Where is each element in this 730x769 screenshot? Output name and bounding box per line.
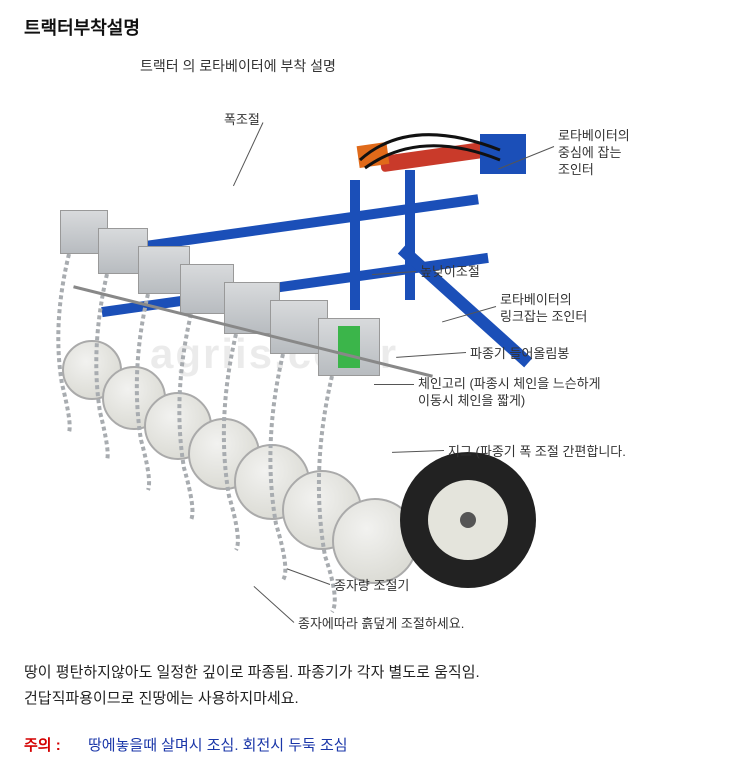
desc-line-1: 땅이 평탄하지않아도 일정한 깊이로 파종됨. 파종기가 각자 별도로 움직임. (24, 664, 480, 681)
label-seed-cover: 종자에따라 흙덮게 조절하세요. (298, 616, 464, 633)
label-chain-ring: 체인고리 (파종시 체인을 느슨하게 이동시 체인을 짧게) (418, 376, 601, 410)
label-seed-rate: 종자량 조절기 (334, 578, 409, 595)
label-line: 체인고리 (파종시 체인을 느슨하게 (418, 376, 601, 391)
label-line: 링크잡는 조인터 (500, 309, 587, 324)
label-jig: 지그 (파종기 폭 조절 간편합니다. (448, 444, 626, 461)
label-width-adjust: 폭조절 (224, 112, 260, 129)
caution-label: 주의 : (24, 734, 61, 755)
caution-text: 땅에놓을때 살며시 조심. 회전시 두둑 조심 (88, 734, 348, 755)
label-link-joint: 로타베이터의 링크잡는 조인터 (500, 292, 587, 326)
description-text: 땅이 평탄하지않아도 일정한 깊이로 파종됨. 파종기가 각자 별도로 움직임.… (24, 660, 480, 711)
label-lift-bar: 파종기 들어올림봉 (470, 346, 569, 363)
leader-line (374, 384, 414, 385)
wheel-hub (460, 512, 476, 528)
page-subtitle: 트랙터 의 로타베이터에 부착 설명 (140, 56, 336, 76)
tractor-attachment-diagram (50, 100, 650, 640)
label-line: 로타베이터의 (558, 128, 630, 143)
desc-line-2: 건답직파용이므로 진땅에는 사용하지마세요. (24, 690, 299, 707)
label-line: 조인터 (558, 162, 594, 177)
label-line: 중심에 잡는 (558, 145, 621, 160)
label-height-adjust: 높낮이조절 (420, 264, 480, 281)
label-center-joint: 로타베이터의 중심에 잡는 조인터 (558, 128, 630, 179)
hopper-label (338, 326, 360, 368)
page-title: 트랙터부착설명 (24, 14, 140, 40)
label-line: 로타베이터의 (500, 292, 572, 307)
label-line: 이동시 체인을 짧게) (418, 393, 525, 408)
